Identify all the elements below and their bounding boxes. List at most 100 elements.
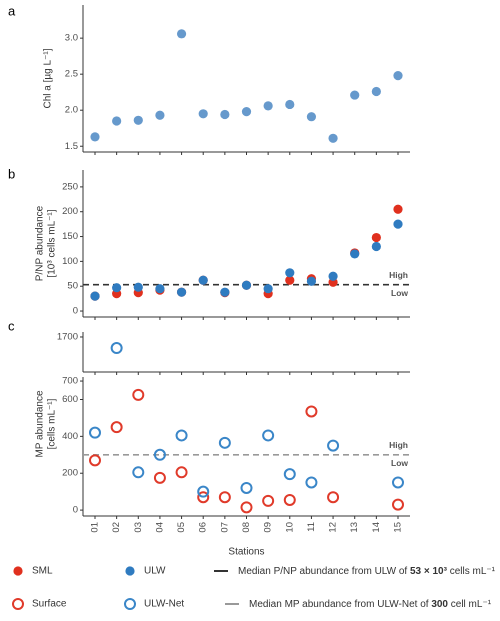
data-point [393, 219, 403, 229]
data-point [285, 275, 295, 285]
legend-label: SML [32, 566, 53, 577]
y-tick-label: 600 [62, 394, 78, 405]
y-tick-label: 1700 [57, 331, 78, 342]
data-point [155, 110, 165, 120]
data-point [393, 204, 403, 214]
data-point [90, 132, 100, 142]
data-point [306, 276, 317, 286]
legend-marker [12, 598, 24, 610]
y-tick-label: 2.5 [65, 69, 78, 80]
data-point [89, 454, 101, 467]
x-tick-label: 15 [393, 522, 404, 533]
x-tick-label: 03 [133, 522, 144, 533]
data-point [89, 426, 101, 439]
legend-label: Surface [32, 599, 67, 610]
data-point [305, 405, 318, 418]
data-point [393, 71, 403, 81]
y-axis-title: [10³ cells mL⁻¹] [47, 209, 58, 277]
x-axis-title: Stations [228, 547, 264, 558]
data-point [198, 109, 208, 119]
low-label: Low [391, 458, 408, 468]
data-point [241, 107, 252, 117]
y-axis-title: MP abundance [35, 390, 46, 458]
data-point [283, 468, 296, 481]
x-tick-label: 07 [219, 522, 230, 533]
y-tick-label: 200 [62, 468, 78, 479]
x-tick-label: 09 [263, 522, 274, 533]
data-point [262, 429, 275, 442]
legend-text-part: cells mL⁻¹ [447, 566, 496, 577]
data-point [350, 90, 360, 100]
legend-label: ULW-Net [144, 599, 184, 610]
x-tick-label: 08 [241, 522, 252, 533]
legend-label: Median MP abundance from ULW-Net of 300 … [249, 599, 492, 610]
y-tick-label: 3.0 [65, 33, 78, 44]
data-point [110, 421, 123, 434]
x-tick-label: 06 [198, 522, 209, 533]
y-tick-label: 0 [73, 306, 78, 317]
legend-label: ULW [144, 566, 166, 577]
data-point [155, 284, 165, 294]
data-point [198, 275, 208, 285]
data-point [371, 232, 381, 243]
data-point [153, 448, 166, 461]
x-tick-label: 11 [306, 522, 317, 532]
data-point [263, 101, 273, 111]
data-point [350, 249, 360, 259]
data-point [197, 491, 210, 504]
x-tick-label: 12 [328, 522, 339, 533]
legend-text-part: 300 [431, 599, 448, 610]
y-tick-label: 1.5 [65, 141, 78, 152]
legend-text-part: Median P/NP abundance from ULW of [238, 566, 410, 577]
legend-label: Median P/NP abundance from ULW of 53 × 1… [238, 566, 496, 577]
x-tick-label: 02 [111, 522, 122, 533]
x-tick-label: 04 [154, 522, 165, 533]
y-axis-title: P/NP abundance [35, 205, 46, 281]
high-label: High [389, 270, 408, 280]
x-tick-label: 05 [176, 522, 187, 533]
data-point [220, 109, 230, 120]
legend-marker [13, 566, 23, 576]
y-tick-label: 200 [62, 206, 78, 217]
data-point [392, 498, 404, 511]
data-point [218, 436, 231, 449]
panel-label: c [8, 318, 15, 333]
data-point [262, 494, 275, 507]
data-point [306, 112, 317, 122]
y-tick-label: 0 [73, 505, 78, 516]
x-tick-label: 01 [90, 522, 101, 533]
data-point [110, 342, 123, 355]
data-point [112, 116, 122, 126]
x-tick-label: 13 [349, 522, 360, 533]
data-point [283, 493, 296, 506]
data-point [263, 284, 273, 294]
data-point [175, 466, 188, 479]
data-point [132, 466, 145, 479]
data-point [371, 241, 381, 252]
y-tick-label: 150 [62, 231, 78, 242]
legend-marker [124, 598, 136, 610]
data-point [218, 491, 231, 504]
data-point [305, 476, 318, 489]
panel-label: b [8, 166, 15, 181]
legend-text-part: cell mL⁻¹ [448, 599, 492, 610]
data-point [176, 29, 187, 39]
data-point [241, 280, 252, 290]
data-point [133, 115, 143, 125]
data-point [90, 291, 100, 301]
y-tick-label: 250 [62, 181, 78, 192]
y-tick-label: 50 [67, 281, 78, 292]
y-axis-title: Chl a [µg L⁻¹] [43, 48, 54, 108]
high-label: High [389, 440, 408, 450]
legend-marker [125, 566, 135, 576]
panel-label: a [8, 3, 16, 18]
data-point [153, 471, 166, 484]
data-point [197, 485, 210, 498]
legend-text-part: Median MP abundance from ULW-Net of [249, 599, 431, 610]
y-tick-label: 100 [62, 256, 78, 267]
data-point [328, 133, 338, 143]
data-point [176, 287, 187, 297]
x-tick-label: 10 [284, 522, 295, 533]
data-point [327, 439, 340, 452]
